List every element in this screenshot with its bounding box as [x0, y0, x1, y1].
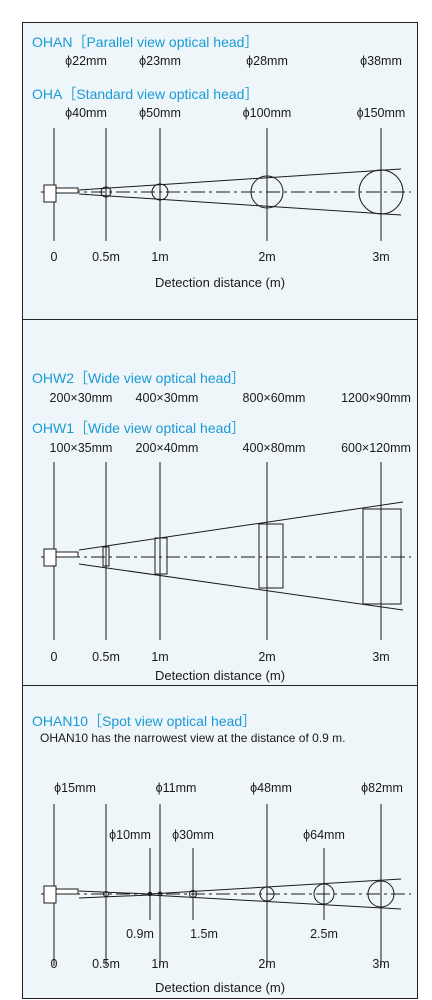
ohw2-size-0: 200×30mm: [50, 391, 113, 405]
panel-parallel-standard: OHAN［Parallel view optical head］ ϕ22mm ϕ…: [23, 23, 417, 320]
mid-size-1: ϕ30mm: [172, 828, 214, 842]
upper-size-1: ϕ11mm: [156, 781, 197, 795]
ohw2-size-1: 400×30mm: [136, 391, 199, 405]
oha-beam: [41, 168, 411, 216]
upper-size-0: ϕ15mm: [54, 781, 96, 795]
oha-size-1: ϕ50mm: [139, 106, 181, 120]
ohan-title: OHAN［Parallel view optical head］: [32, 34, 258, 50]
ohan-size-0: ϕ22mm: [65, 54, 107, 68]
tick-1m: 1m: [151, 650, 168, 664]
diagram-oha: OHAN［Parallel view optical head］ ϕ22mm ϕ…: [32, 34, 411, 290]
ohan10-beam: [41, 878, 411, 910]
axis-title: Detection distance (m): [155, 275, 285, 290]
axis-title: Detection distance (m): [155, 980, 285, 995]
sub-tick-0-9m: 0.9m: [126, 927, 154, 941]
ohw1-title: OHW1［Wide view optical head］: [32, 420, 245, 436]
tick-2m: 2m: [258, 650, 275, 664]
sensor-head-icon: [43, 885, 79, 904]
ohan10-title: OHAN10［Spot view optical head］: [32, 713, 256, 729]
tick-0-5m: 0.5m: [92, 250, 120, 264]
ohw-beam: [41, 501, 411, 611]
upper-size-2: ϕ48mm: [250, 781, 292, 795]
ohan-size-1: ϕ23mm: [139, 54, 181, 68]
ohan10-guides: [53, 804, 382, 966]
tick-3m: 3m: [372, 957, 389, 971]
diagram-ohw: OHW2［Wide view optical head］ 200×30mm 40…: [32, 370, 411, 683]
sensor-head-icon: [43, 184, 79, 203]
panel-wide: OHW2［Wide view optical head］ 200×30mm 40…: [23, 320, 417, 686]
tick-0-5m: 0.5m: [92, 650, 120, 664]
sub-tick-2-5m: 2.5m: [310, 927, 338, 941]
ohw1-size-3: 600×120mm: [341, 441, 411, 455]
spec-frame: OHAN［Parallel view optical head］ ϕ22mm ϕ…: [22, 22, 418, 999]
upper-size-3: ϕ82mm: [361, 781, 403, 795]
oha-size-3: ϕ150mm: [357, 106, 406, 120]
tick-0: 0: [51, 250, 58, 264]
tick-1m: 1m: [151, 250, 168, 264]
tick-2m: 2m: [258, 957, 275, 971]
tick-2m: 2m: [258, 250, 275, 264]
ohan10-note: OHAN10 has the narrowest view at the dis…: [40, 731, 345, 745]
ohw1-size-0: 100×35mm: [50, 441, 113, 455]
mid-size-2: ϕ64mm: [303, 828, 345, 842]
ohan-size-3: ϕ38mm: [360, 54, 402, 68]
ohw1-size-2: 400×80mm: [243, 441, 306, 455]
ohw2-size-2: 800×60mm: [243, 391, 306, 405]
ohw2-size-3: 1200×90mm: [341, 391, 411, 405]
ohw2-title: OHW2［Wide view optical head］: [32, 370, 245, 386]
ohan-size-2: ϕ28mm: [246, 54, 288, 68]
tick-0: 0: [51, 650, 58, 664]
oha-guides: [53, 128, 382, 241]
tick-0-5m: 0.5m: [92, 957, 120, 971]
diagram-ohan10: OHAN10［Spot view optical head］ OHAN10 ha…: [32, 713, 411, 995]
axis-title: Detection distance (m): [155, 668, 285, 683]
oha-size-0: ϕ40mm: [65, 106, 107, 120]
sub-tick-1-5m: 1.5m: [190, 927, 218, 941]
oha-size-2: ϕ100mm: [243, 106, 292, 120]
tick-1m: 1m: [151, 957, 168, 971]
panel-spot: OHAN10［Spot view optical head］ OHAN10 ha…: [23, 686, 417, 998]
tick-0: 0: [51, 957, 58, 971]
tick-3m: 3m: [372, 250, 389, 264]
sensor-head-icon: [43, 548, 79, 567]
oha-title: OHA［Standard view optical head］: [32, 86, 258, 102]
tick-3m: 3m: [372, 650, 389, 664]
mid-size-0: ϕ10mm: [109, 828, 151, 842]
ohw1-size-1: 200×40mm: [136, 441, 199, 455]
